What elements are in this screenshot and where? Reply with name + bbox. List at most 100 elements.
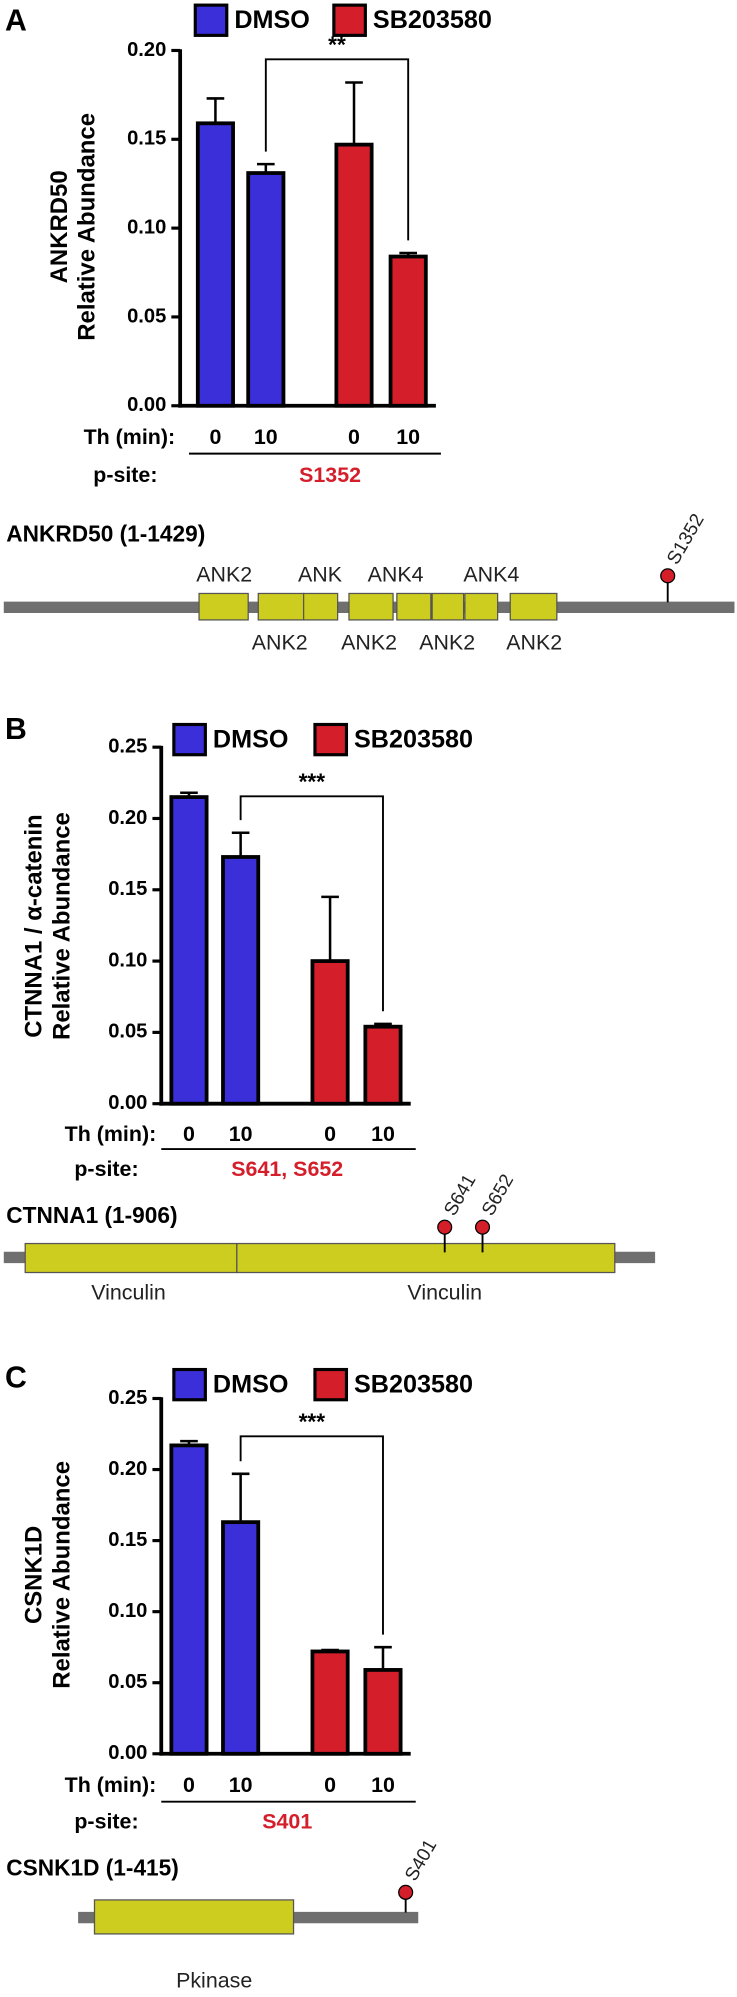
legend-swatch	[313, 722, 349, 757]
x-tick-label: 10	[371, 1122, 395, 1146]
legend-label: SB203580	[354, 1371, 473, 1399]
protein-title: CTNNA1 (1-906)	[6, 1202, 177, 1228]
row-label: p-site:	[74, 1810, 138, 1834]
bar	[334, 142, 374, 408]
domain-label: ANK2	[341, 631, 397, 655]
significance-bracket	[264, 58, 410, 241]
x-tick-label: 0	[209, 425, 221, 449]
row-label: p-site:	[74, 1157, 138, 1181]
y-axis-label: CSNK1D	[21, 1526, 48, 1624]
site-label: S1352	[663, 510, 708, 568]
row-label: Th (min):	[65, 1122, 157, 1146]
site-marker	[474, 1219, 491, 1235]
legend-label: DMSO	[213, 726, 289, 754]
psite-label: S641, S652	[231, 1157, 343, 1181]
domain-label: ANK2	[196, 562, 252, 586]
y-axis-label: ANKRD50	[46, 170, 73, 283]
y-tick-label: 0.00	[127, 394, 166, 416]
bar	[310, 959, 350, 1106]
domain-label: Vinculin	[91, 1281, 166, 1305]
y-tick-label: 0.00	[108, 1742, 147, 1764]
legend-label: SB203580	[354, 726, 473, 754]
x-tick-label: 0	[183, 1773, 195, 1797]
row-label: p-site:	[93, 463, 157, 487]
y-tick-label: 0.20	[127, 39, 166, 61]
site-label: S652	[478, 1171, 518, 1220]
x-tick-label: 0	[324, 1122, 336, 1146]
domain-label: ANK2	[252, 631, 308, 655]
panel-label: A	[5, 5, 27, 38]
y-tick-label: 0.05	[127, 305, 166, 327]
row-label: Th (min):	[84, 425, 176, 449]
x-tick-label: 0	[324, 1773, 336, 1797]
x-tick-label: 0	[183, 1122, 195, 1146]
panel-label: C	[5, 1362, 27, 1395]
x-tick-label: 10	[229, 1773, 253, 1797]
bar	[221, 855, 261, 1106]
domain	[302, 592, 339, 621]
domain-label: Vinculin	[407, 1281, 482, 1305]
domain	[93, 1899, 295, 1935]
site-label: S641	[440, 1171, 480, 1220]
x-tick-label: 0	[348, 425, 360, 449]
domain	[464, 592, 499, 621]
protein-title: CSNK1D (1-415)	[6, 1855, 179, 1881]
site-label: S401	[401, 1836, 441, 1885]
legend-swatch	[172, 722, 207, 757]
bar	[221, 1520, 261, 1756]
domain	[24, 1242, 238, 1274]
domain	[431, 592, 465, 621]
bar	[310, 1649, 350, 1756]
y-tick-label: 0.15	[108, 878, 147, 900]
legend-label: DMSO	[213, 1371, 289, 1399]
bar	[195, 121, 235, 408]
y-tick-label: 0.15	[127, 128, 166, 150]
y-tick-label: 0.05	[108, 1021, 147, 1043]
legend-swatch	[193, 3, 229, 37]
domain	[198, 592, 249, 621]
y-axis-label: Relative Abundance	[48, 812, 75, 1040]
domain-label: ANK2	[419, 631, 475, 655]
y-tick-label: 0.20	[108, 1458, 147, 1480]
domain-label: ANK2	[506, 631, 562, 655]
bar	[246, 171, 286, 408]
domain	[348, 592, 394, 621]
significance-bracket	[239, 795, 384, 1012]
legend-swatch	[332, 3, 367, 37]
domain	[257, 592, 305, 621]
domain	[509, 592, 558, 621]
protein-title: ANKRD50 (1-1429)	[6, 520, 205, 546]
panel-label: B	[5, 713, 27, 746]
bar	[169, 795, 209, 1106]
domain-label: ANK4	[368, 562, 424, 586]
legend-label: SB203580	[373, 6, 492, 34]
bar	[363, 1024, 403, 1106]
significance-bracket	[239, 1435, 384, 1635]
y-tick-label: 0.20	[108, 807, 147, 829]
x-tick-label: 10	[254, 425, 278, 449]
y-axis-label: Relative Abundance	[74, 113, 101, 341]
y-tick-label: 0.25	[108, 1387, 147, 1409]
legend-swatch	[313, 1367, 349, 1402]
significance-label: ***	[299, 769, 326, 795]
domain-label: ANK	[298, 562, 343, 586]
domain-label: Pkinase	[176, 1968, 252, 1992]
x-tick-label: 10	[371, 1773, 395, 1797]
site-marker	[437, 1219, 453, 1235]
y-tick-label: 0.10	[127, 216, 166, 238]
y-tick-label: 0.00	[108, 1092, 147, 1114]
domain	[236, 1242, 616, 1274]
significance-label: **	[328, 32, 346, 58]
y-tick-label: 0.10	[108, 949, 147, 971]
y-tick-label: 0.10	[108, 1600, 147, 1622]
legend-swatch	[172, 1367, 207, 1402]
site-marker	[398, 1884, 414, 1900]
psite-label: S1352	[299, 463, 361, 487]
significance-label: ***	[299, 1409, 326, 1435]
psite-label: S401	[262, 1810, 312, 1834]
legend-label: DMSO	[234, 6, 310, 34]
x-tick-label: 10	[229, 1122, 253, 1146]
y-tick-label: 0.25	[108, 735, 147, 757]
bar	[388, 254, 428, 408]
